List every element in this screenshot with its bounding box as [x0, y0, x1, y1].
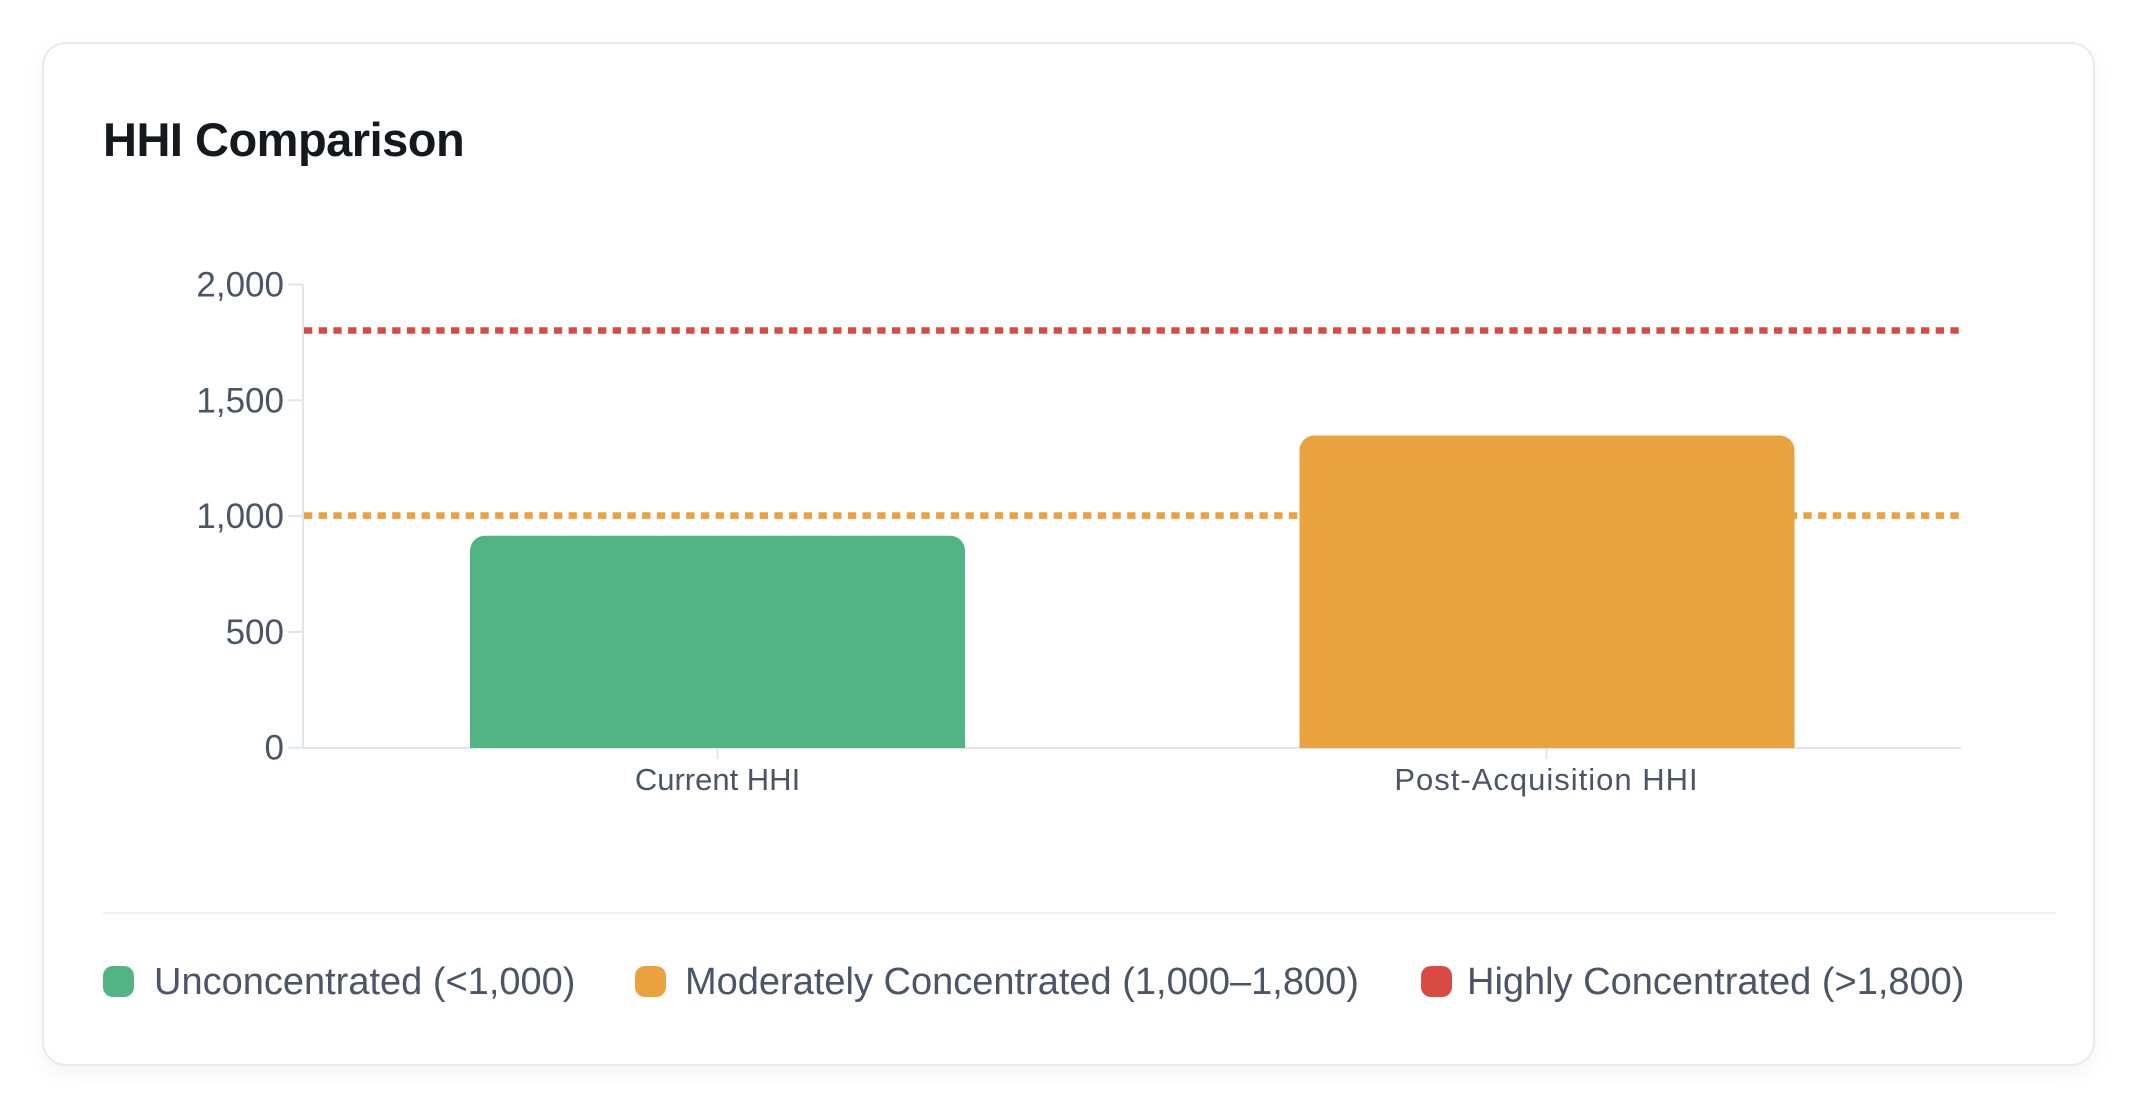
svg-text:500: 500: [226, 613, 284, 652]
svg-text:2,000: 2,000: [196, 266, 284, 305]
svg-text:Post-Acquisition HHI: Post-Acquisition HHI: [1394, 762, 1698, 797]
svg-text:Current HHI: Current HHI: [635, 762, 800, 797]
svg-text:1,500: 1,500: [196, 381, 284, 420]
svg-text:1,000: 1,000: [196, 497, 284, 536]
svg-text:0: 0: [265, 729, 284, 768]
